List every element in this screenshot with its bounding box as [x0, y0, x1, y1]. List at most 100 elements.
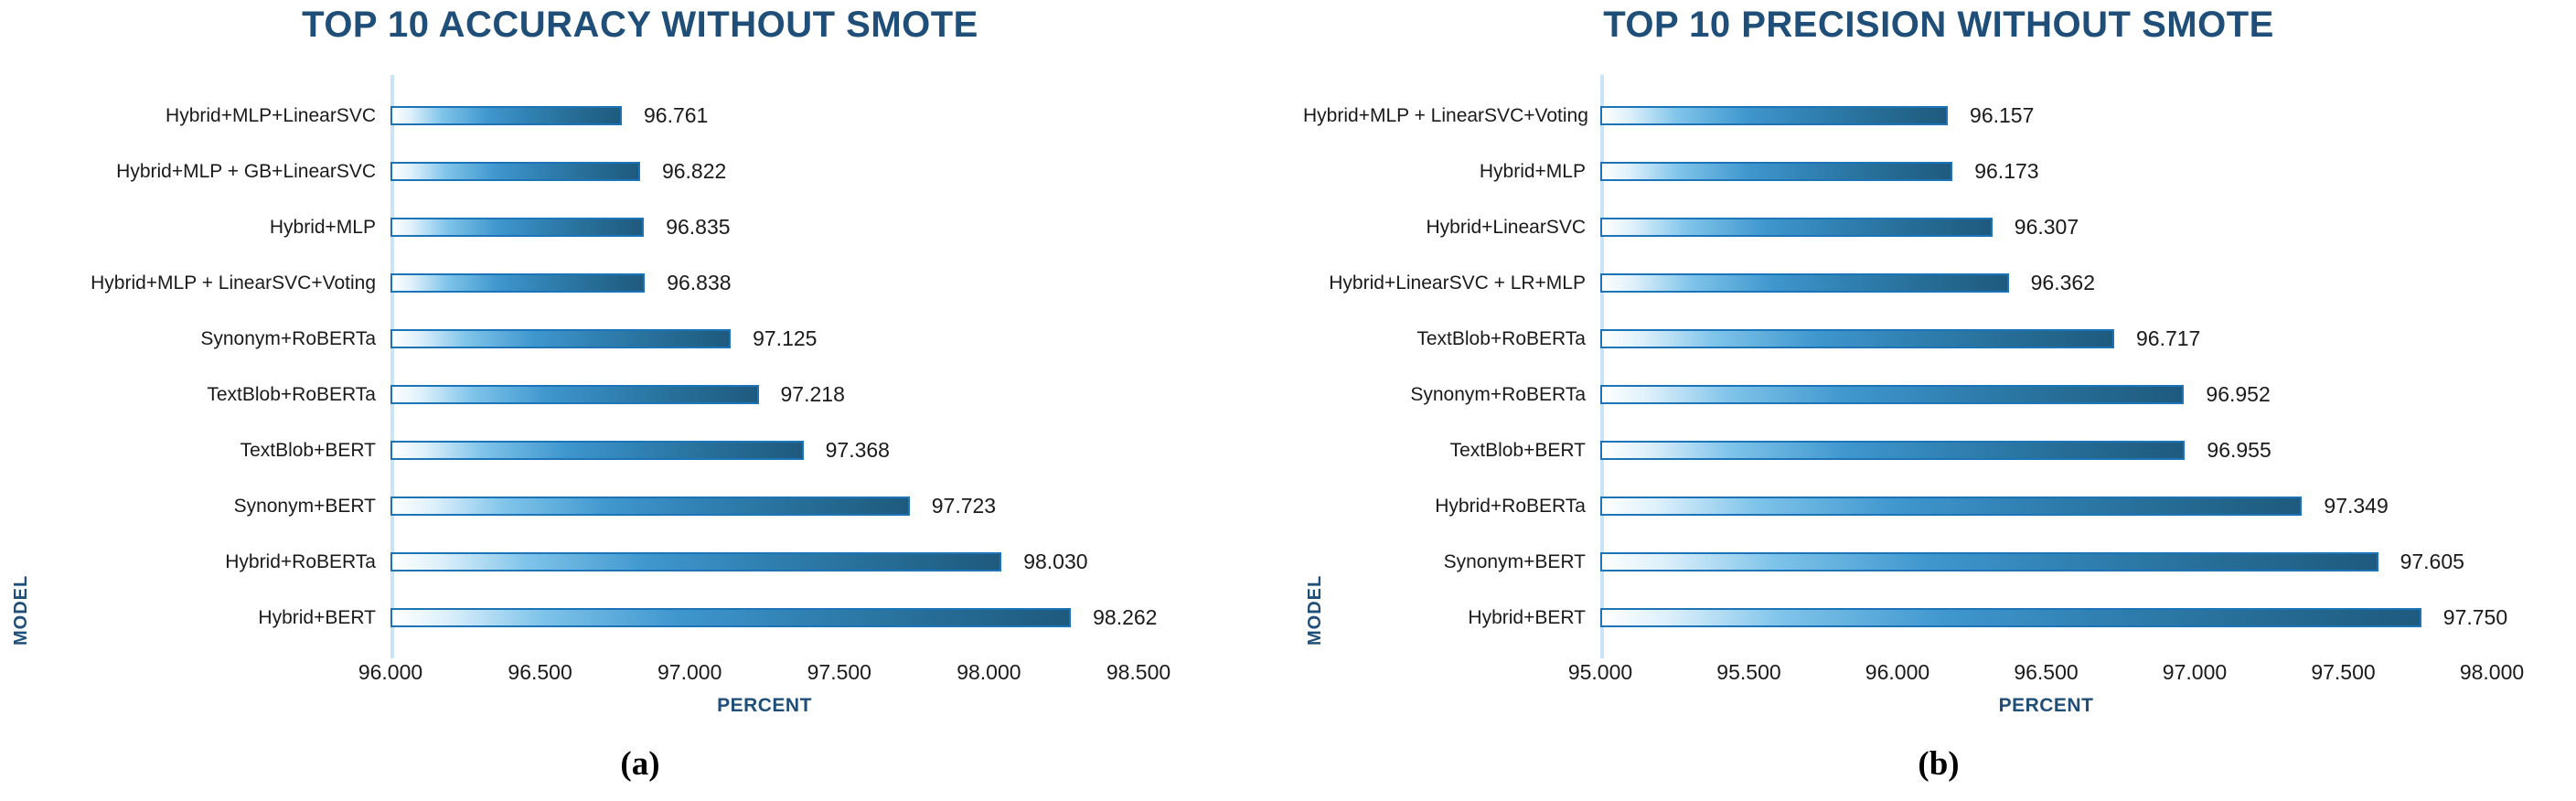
category-label: Hybrid+MLP + LinearSVC+Voting — [1303, 104, 1588, 126]
bar-track: 97.349 — [1600, 478, 2492, 534]
x-axis-title: PERCENT — [1998, 695, 2094, 716]
chart-row: Hybrid+MLP + LinearSVC+Voting 96.838 — [9, 255, 1271, 311]
x-tick-label: 97.000 — [657, 660, 722, 684]
bar — [1600, 329, 2114, 348]
y-axis-line — [1600, 75, 1604, 658]
chart-row: TextBlob+BERT 96.955 — [1303, 422, 2574, 478]
chart-row: Hybrid+MLP 96.835 — [9, 199, 1271, 255]
chart-row: Hybrid+MLP + LinearSVC+Voting 96.157 — [1303, 88, 2574, 144]
x-tick-label: 96.000 — [1865, 660, 1930, 684]
value-label: 96.952 — [2206, 382, 2271, 406]
bar-track: 97.605 — [1600, 534, 2492, 590]
chart-row: Hybrid+MLP+LinearSVC 96.761 — [9, 88, 1271, 144]
category-label: Hybrid+MLP+LinearSVC — [166, 104, 376, 126]
chart-panel-accuracy: TOP 10 ACCURACY WITHOUT SMOTE MODEL Hybr… — [9, 0, 1271, 784]
bar — [390, 552, 1002, 571]
bar — [390, 162, 640, 181]
bar — [1600, 106, 1949, 125]
chart-title: TOP 10 PRECISION WITHOUT SMOTE — [1603, 5, 2274, 45]
bar-track: 96.822 — [390, 144, 1138, 199]
bar-track: 96.761 — [390, 88, 1138, 144]
value-label: 96.307 — [2014, 215, 2079, 239]
value-label: 96.362 — [2030, 271, 2095, 294]
bar-track: 98.262 — [390, 590, 1157, 646]
chart-row: Hybrid+LinearSVC 96.307 — [1303, 199, 2574, 255]
category-label: Synonym+RoBERTa — [200, 327, 376, 349]
category-label: Hybrid+MLP + GB+LinearSVC — [116, 160, 376, 182]
chart-row: Hybrid+RoBERTa 98.030 — [9, 534, 1271, 590]
category-label: TextBlob+RoBERTa — [207, 383, 376, 405]
rows: Hybrid+MLP + LinearSVC+Voting 96.157 Hyb… — [1303, 88, 2574, 646]
x-tick-label: 98.000 — [957, 660, 1021, 684]
bar — [1600, 608, 2421, 627]
value-label: 96.157 — [1970, 103, 2035, 127]
category-label: Hybrid+MLP — [269, 216, 376, 238]
rows: Hybrid+MLP+LinearSVC 96.761 Hybrid+MLP +… — [9, 88, 1271, 646]
bar-track: 96.955 — [1600, 422, 2492, 478]
value-label: 97.368 — [825, 438, 890, 462]
bar-track: 97.750 — [1600, 590, 2507, 646]
x-tick-label: 98.000 — [2459, 660, 2525, 684]
bar — [390, 385, 759, 404]
value-label: 97.125 — [753, 326, 818, 350]
bar-track: 97.125 — [390, 311, 1138, 367]
x-tick-label: 96.500 — [508, 660, 572, 684]
bar — [1600, 162, 1953, 181]
category-label: Hybrid+LinearSVC — [1426, 216, 1586, 238]
bar — [390, 273, 646, 293]
chart-row: TextBlob+RoBERTa 96.717 — [1303, 311, 2574, 367]
x-tick-label: 96.500 — [2014, 660, 2079, 684]
chart-row: TextBlob+RoBERTa 97.218 — [9, 367, 1271, 422]
bar-track: 98.030 — [390, 534, 1138, 590]
x-tick-label: 97.000 — [2162, 660, 2228, 684]
value-label: 97.349 — [2324, 494, 2389, 518]
bar-track: 96.307 — [1600, 199, 2492, 255]
bar-track: 96.835 — [390, 199, 1138, 255]
category-label: Hybrid+LinearSVC + LR+MLP — [1329, 272, 1586, 294]
bar-track: 97.368 — [390, 422, 1138, 478]
category-label: TextBlob+BERT — [1449, 439, 1586, 461]
y-axis-line — [390, 75, 394, 658]
category-label: Hybrid+RoBERTa — [1435, 495, 1586, 517]
bar — [390, 608, 1072, 627]
category-label: Synonym+BERT — [1443, 550, 1586, 572]
value-label: 98.262 — [1093, 605, 1158, 629]
bar-track: 96.838 — [390, 255, 1138, 311]
bar — [390, 441, 804, 460]
bar-track: 96.952 — [1600, 367, 2492, 422]
bar — [1600, 218, 1993, 237]
bar — [1600, 441, 2186, 460]
chart-row: Hybrid+MLP 96.173 — [1303, 144, 2574, 199]
value-label: 96.717 — [2135, 326, 2201, 350]
value-label: 97.723 — [931, 494, 997, 518]
chart-row: Hybrid+BERT 97.750 — [1303, 590, 2574, 646]
category-label: Synonym+RoBERTa — [1410, 383, 1586, 405]
bar — [390, 106, 622, 125]
chart-row: Hybrid+RoBERTa 97.349 — [1303, 478, 2574, 534]
value-label: 96.173 — [1974, 159, 2039, 183]
bar-track: 96.717 — [1600, 311, 2492, 367]
x-tick-label: 95.500 — [1716, 660, 1781, 684]
category-label: Hybrid+MLP + LinearSVC+Voting — [91, 272, 376, 294]
subfigure-caption: (b) — [1918, 745, 1960, 783]
y-axis-title: MODEL — [1305, 574, 1325, 646]
value-label: 96.822 — [661, 159, 727, 183]
plot-area: MODEL Hybrid+MLP + LinearSVC+Voting 96.1… — [1303, 75, 2574, 658]
bar — [390, 218, 645, 237]
x-ticks: 95.000 95.500 96.000 96.500 97.000 97.500 98.0… — [1568, 660, 2524, 688]
category-label: Hybrid+BERT — [258, 606, 376, 628]
bar — [390, 497, 910, 516]
chart-row: TextBlob+BERT 97.368 — [9, 422, 1271, 478]
value-label: 96.835 — [666, 215, 731, 239]
value-label: 96.838 — [667, 271, 732, 294]
x-tick-label: 97.500 — [807, 660, 871, 684]
value-label: 97.605 — [2400, 550, 2464, 573]
bar-track: 96.173 — [1600, 144, 2492, 199]
x-tick-label: 96.000 — [358, 660, 423, 684]
category-label: Hybrid+RoBERTa — [225, 550, 376, 572]
category-label: TextBlob+RoBERTa — [1416, 327, 1586, 349]
category-label: TextBlob+BERT — [240, 439, 376, 461]
value-label: 97.750 — [2442, 605, 2508, 629]
value-label: 96.761 — [643, 103, 709, 127]
bar — [390, 329, 732, 348]
